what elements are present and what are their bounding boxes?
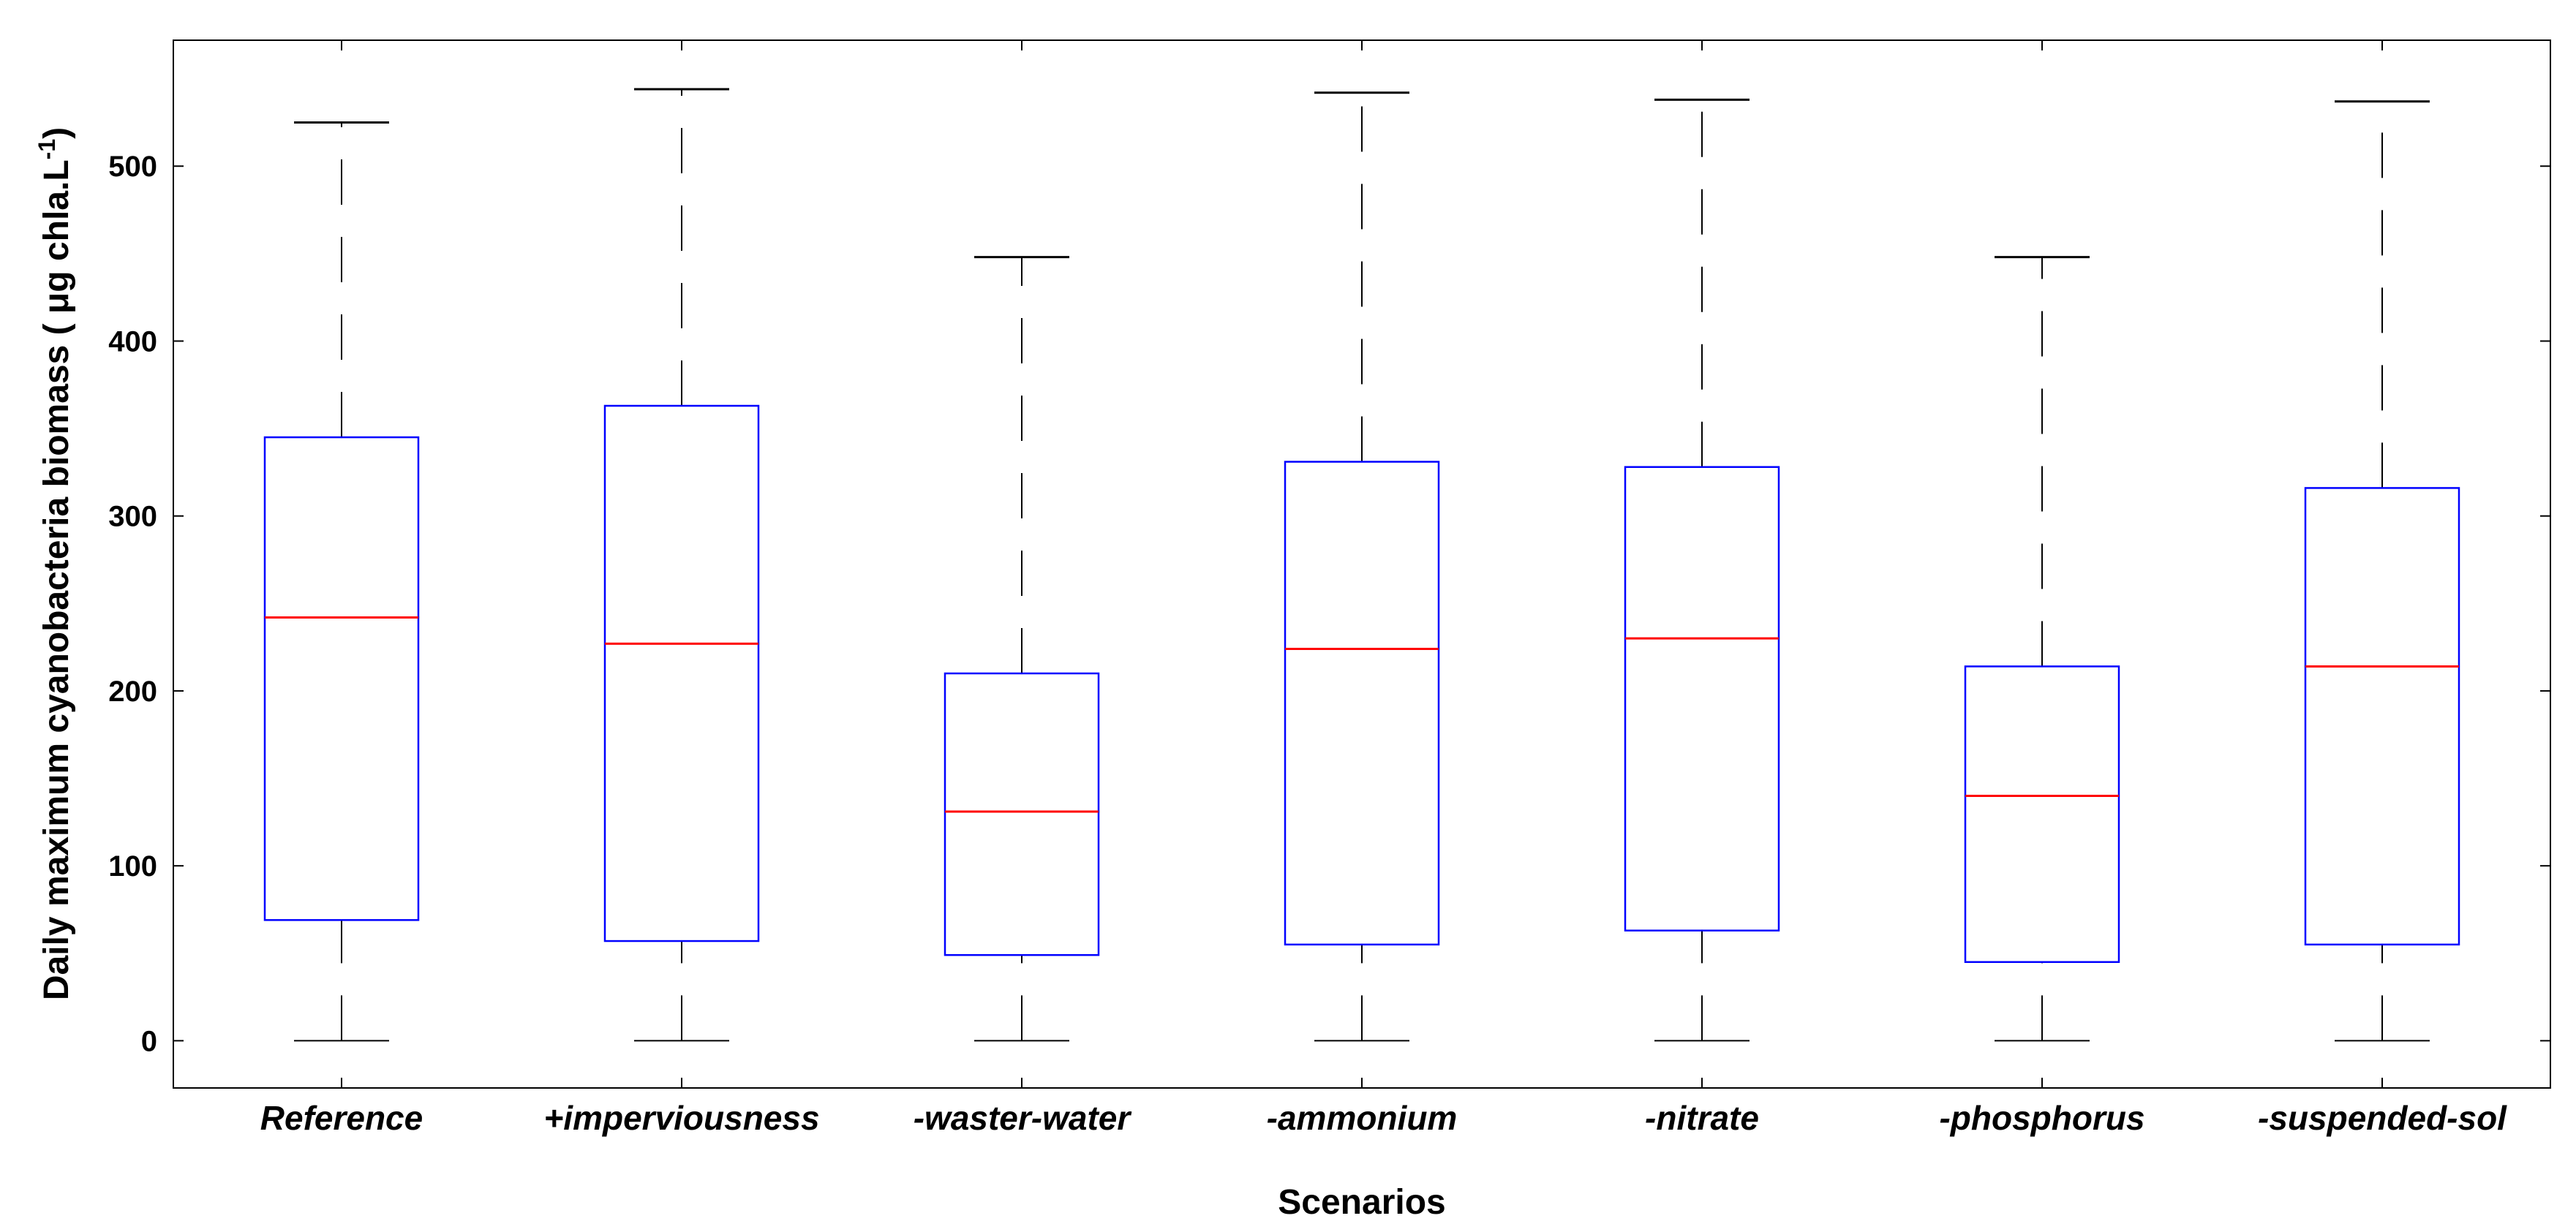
x-axis-title: Scenarios: [1278, 1183, 1445, 1222]
x-category-label: -ammonium: [1267, 1099, 1458, 1137]
box-2: [603, 88, 760, 1042]
box-5: [1624, 98, 1780, 1042]
x-category-label: -phosphorus: [1939, 1099, 2144, 1137]
box-series: [263, 88, 2460, 1042]
y-tick-label: 0: [141, 1025, 157, 1057]
y-axis-title: Daily maximum cyanobacteria biomass ( μg…: [34, 127, 76, 1000]
x-category-label: +imperviousness: [543, 1099, 819, 1137]
x-category-label: -waster-water: [914, 1099, 1132, 1137]
x-category-label: -nitrate: [1645, 1099, 1759, 1137]
y-axis-title-superscript: -1: [34, 139, 60, 159]
iqr-box: [1284, 461, 1440, 946]
iqr-box: [263, 436, 420, 921]
y-tick-label: 300: [108, 501, 157, 533]
box-4: [1284, 91, 1440, 1042]
x-category-label: -suspended-sol: [2258, 1099, 2507, 1137]
tick-marks: [173, 40, 2550, 1088]
axis-labels: 0 100 200 300 400 500 Reference +imperviousness…: [108, 151, 2507, 1137]
box-6: [1964, 256, 2120, 1042]
box-1: [263, 121, 420, 1042]
y-tick-label: 500: [108, 151, 157, 183]
y-axis-title-main: Daily maximum cyanobacteria biomass ( μg…: [37, 159, 76, 1000]
y-tick-label: 200: [108, 676, 157, 708]
iqr-box: [1964, 665, 2120, 964]
y-axis-title-close: ): [37, 127, 76, 139]
box-3: [944, 256, 1100, 1042]
box-7: [2304, 100, 2460, 1042]
iqr-box: [1624, 466, 1780, 931]
y-tick-label: 400: [108, 325, 157, 358]
iqr-box: [944, 672, 1100, 956]
iqr-box: [2304, 487, 2460, 946]
x-category-label: Reference: [260, 1099, 423, 1137]
y-tick-label: 100: [108, 850, 157, 883]
iqr-box: [603, 404, 760, 942]
